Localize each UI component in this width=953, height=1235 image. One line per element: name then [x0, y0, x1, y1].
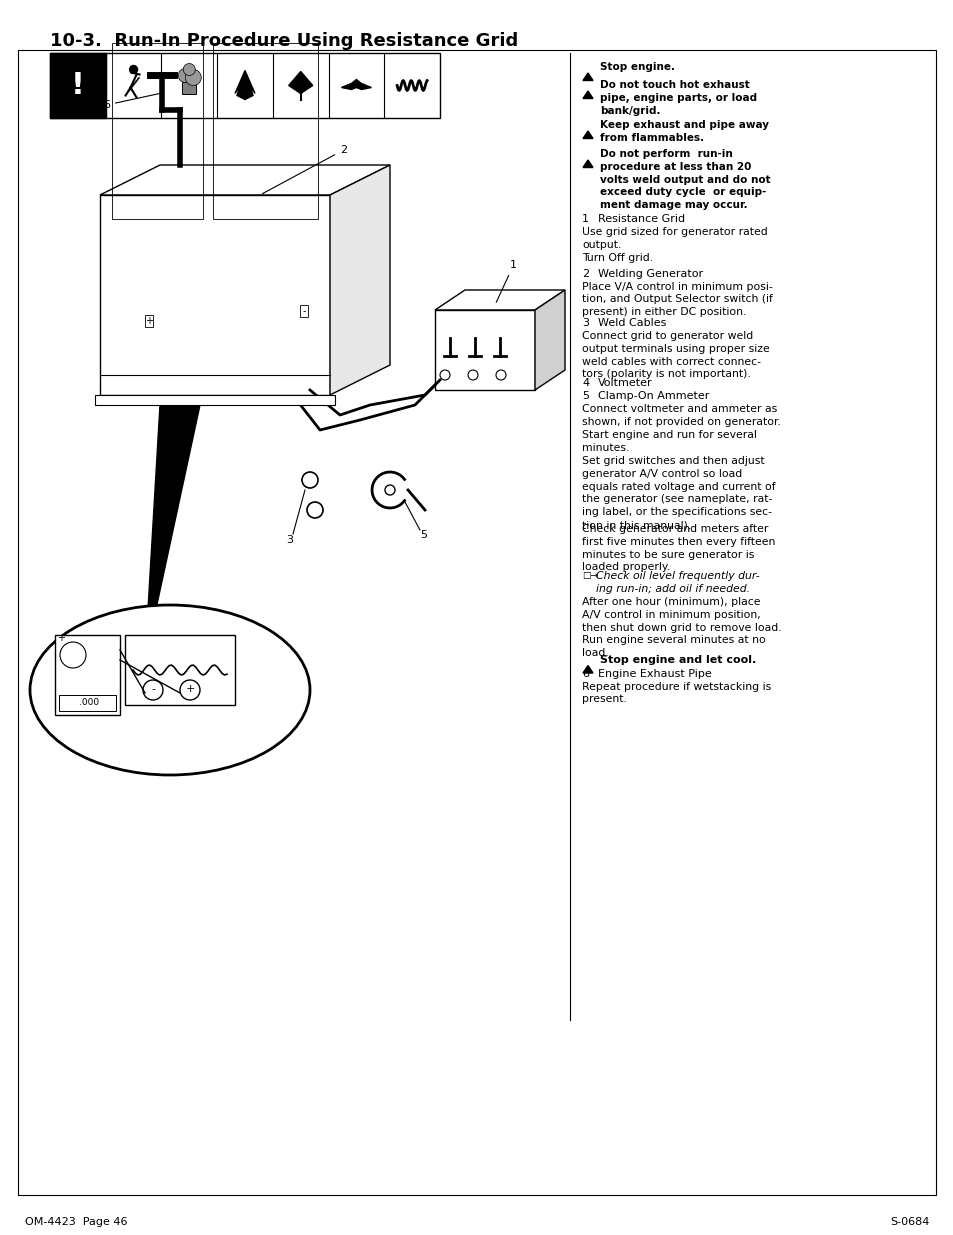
- Text: 3: 3: [286, 535, 294, 545]
- Circle shape: [130, 65, 137, 74]
- Circle shape: [385, 485, 395, 495]
- Text: Connect grid to generator weld
output terminals using proper size
weld cables wi: Connect grid to generator weld output te…: [581, 331, 769, 379]
- Text: 2: 2: [581, 268, 589, 279]
- Text: -: -: [151, 684, 154, 694]
- Text: 5: 5: [419, 530, 427, 540]
- Polygon shape: [341, 79, 371, 89]
- Text: Start engine and run for several
minutes.: Start engine and run for several minutes…: [581, 430, 756, 453]
- Circle shape: [307, 501, 323, 517]
- Bar: [50, 53, 439, 119]
- Text: Turn Off grid.: Turn Off grid.: [581, 253, 653, 263]
- Bar: [213, 43, 317, 219]
- Circle shape: [468, 370, 477, 380]
- Polygon shape: [582, 161, 593, 168]
- Text: Keep exhaust and pipe away
from flammables.: Keep exhaust and pipe away from flammabl…: [599, 120, 768, 143]
- Text: Repeat procedure if wetstacking is
present.: Repeat procedure if wetstacking is prese…: [581, 682, 770, 704]
- Text: Weld Cables: Weld Cables: [598, 317, 666, 329]
- Text: /: /: [127, 75, 140, 96]
- Circle shape: [178, 68, 193, 83]
- Bar: [145, 315, 152, 327]
- Polygon shape: [582, 131, 593, 138]
- Text: 10-3.  Run-In Procedure Using Resistance Grid: 10-3. Run-In Procedure Using Resistance …: [50, 32, 517, 49]
- Circle shape: [180, 680, 200, 700]
- Text: .000: .000: [79, 698, 99, 706]
- Text: Welding Generator: Welding Generator: [598, 268, 702, 279]
- Text: 4: 4: [56, 635, 64, 645]
- Polygon shape: [435, 310, 535, 390]
- Text: Connect voltmeter and ammeter as
shown, if not provided on generator.: Connect voltmeter and ammeter as shown, …: [581, 404, 781, 427]
- Polygon shape: [582, 666, 593, 673]
- Text: 6: 6: [581, 668, 588, 678]
- Polygon shape: [145, 405, 200, 659]
- Ellipse shape: [30, 605, 310, 776]
- Polygon shape: [582, 73, 593, 80]
- Bar: [50, 53, 106, 119]
- Circle shape: [496, 370, 505, 380]
- Polygon shape: [234, 70, 254, 100]
- Text: OM-4423  Page 46: OM-4423 Page 46: [25, 1216, 128, 1228]
- Text: Stop engine.: Stop engine.: [599, 62, 675, 72]
- Text: +: +: [145, 316, 152, 326]
- Text: +: +: [57, 634, 65, 643]
- Circle shape: [439, 370, 450, 380]
- Bar: [125, 635, 234, 705]
- Text: □→: □→: [581, 571, 598, 580]
- Text: 1: 1: [496, 261, 517, 303]
- Bar: [59, 695, 116, 711]
- Text: 4: 4: [581, 378, 589, 388]
- Text: 1: 1: [581, 214, 588, 224]
- Text: Stop engine and let cool.: Stop engine and let cool.: [599, 655, 756, 664]
- Text: Set grid switches and then adjust
generator A/V control so load
equals rated vol: Set grid switches and then adjust genera…: [581, 456, 775, 530]
- Text: Check oil level frequently dur-
ing run-in; add oil if needed.: Check oil level frequently dur- ing run-…: [596, 571, 759, 594]
- Text: 6: 6: [103, 94, 159, 110]
- Bar: [299, 305, 308, 317]
- Polygon shape: [535, 290, 564, 390]
- Polygon shape: [100, 195, 330, 395]
- Text: Do not perform  run-in
procedure at less than 20
volts weld output and do not
ex: Do not perform run-in procedure at less …: [599, 149, 770, 210]
- Bar: [182, 82, 196, 94]
- Text: Clamp-On Ammeter: Clamp-On Ammeter: [598, 391, 709, 401]
- Polygon shape: [330, 165, 390, 395]
- Text: Do not touch hot exhaust
pipe, engine parts, or load
bank/grid.: Do not touch hot exhaust pipe, engine pa…: [599, 80, 757, 116]
- Text: 3: 3: [581, 317, 588, 329]
- Text: +: +: [185, 684, 194, 694]
- Text: Check generator and meters after
first five minutes then every fifteen
minutes t: Check generator and meters after first f…: [581, 524, 775, 572]
- Bar: [55, 635, 120, 715]
- Circle shape: [60, 642, 86, 668]
- Text: After one hour (minimum), place
A/V control in minimum position,
then shut down : After one hour (minimum), place A/V cont…: [581, 597, 781, 658]
- Polygon shape: [100, 165, 390, 195]
- Text: 5: 5: [581, 391, 588, 401]
- Text: S-0684: S-0684: [890, 1216, 929, 1228]
- Text: Voltmeter: Voltmeter: [598, 378, 652, 388]
- Circle shape: [185, 69, 201, 85]
- Polygon shape: [582, 91, 593, 99]
- Polygon shape: [435, 290, 564, 310]
- Text: Engine Exhaust Pipe: Engine Exhaust Pipe: [598, 668, 711, 678]
- Text: Place V/A control in minimum posi-
tion, and Output Selector switch (if
present): Place V/A control in minimum posi- tion,…: [581, 282, 772, 317]
- Text: !: !: [71, 70, 85, 100]
- Bar: [112, 43, 203, 219]
- Text: Use grid sized for generator rated
output.: Use grid sized for generator rated outpu…: [581, 227, 767, 249]
- Bar: [95, 395, 335, 405]
- Text: Resistance Grid: Resistance Grid: [598, 214, 684, 224]
- Circle shape: [143, 680, 163, 700]
- Text: 2: 2: [262, 144, 347, 194]
- Circle shape: [183, 63, 195, 75]
- Polygon shape: [289, 72, 313, 94]
- Text: -: -: [302, 306, 305, 316]
- Circle shape: [302, 472, 317, 488]
